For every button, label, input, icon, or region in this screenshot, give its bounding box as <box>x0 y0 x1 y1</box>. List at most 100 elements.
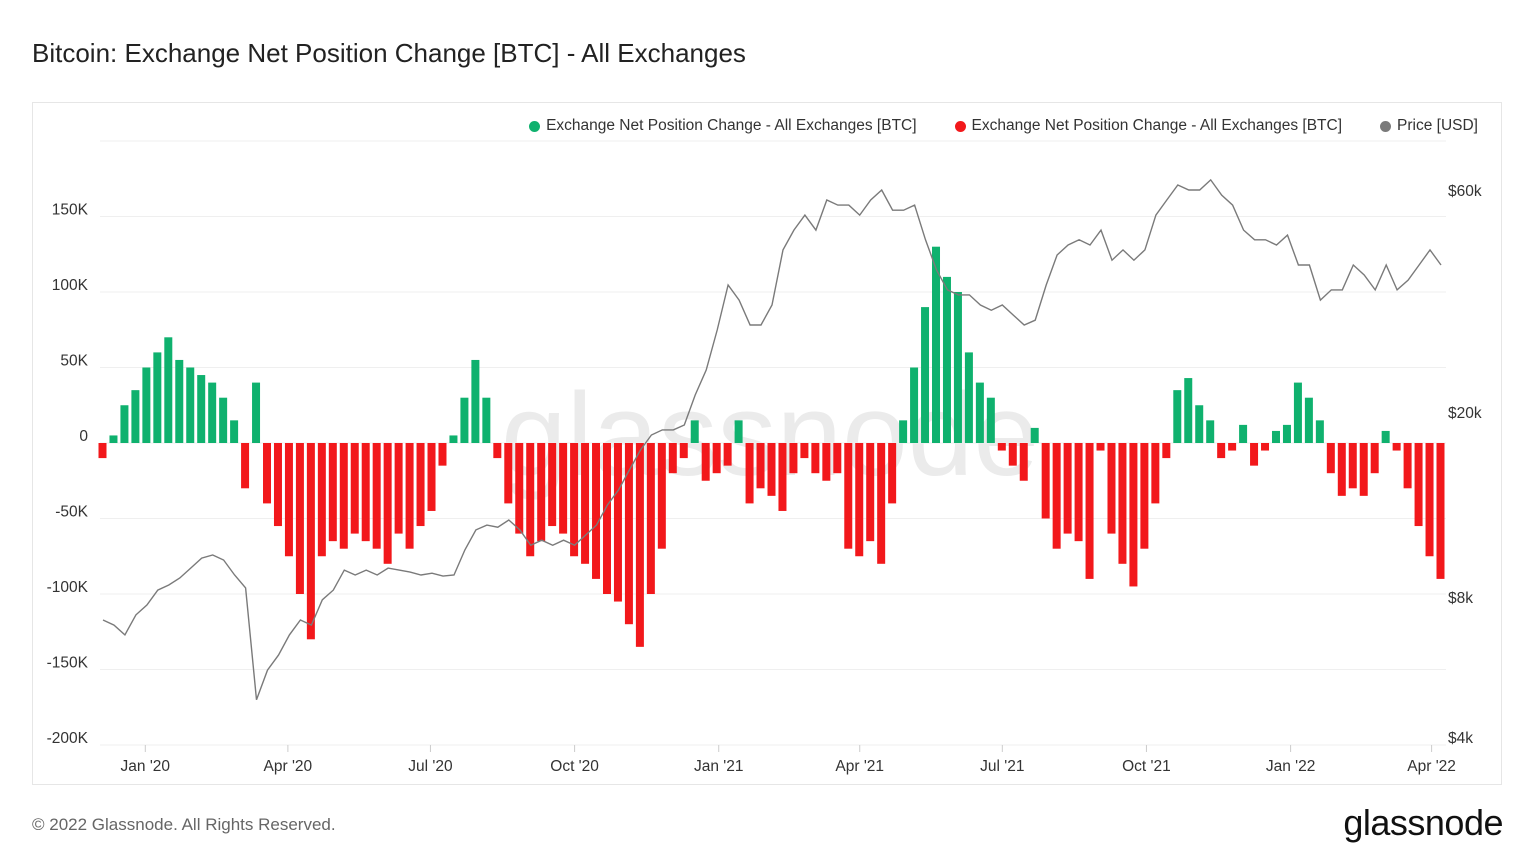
bar-positive <box>1030 427 1039 443</box>
bar-negative <box>306 443 315 640</box>
bar-negative <box>526 443 535 557</box>
bar-positive <box>1315 420 1324 443</box>
bar-negative <box>493 443 502 459</box>
bar-negative <box>1074 443 1083 542</box>
y-tick-label: -100K <box>47 579 89 596</box>
bar-negative <box>657 443 666 549</box>
chart-frame <box>32 102 1502 785</box>
bar-positive <box>932 246 941 443</box>
bar-negative <box>767 443 776 496</box>
bar-positive <box>449 435 458 443</box>
bar-negative <box>1008 443 1017 466</box>
bar-negative <box>284 443 293 557</box>
bar-positive <box>1206 420 1215 443</box>
bar-positive <box>734 420 743 443</box>
bar-negative <box>1096 443 1105 451</box>
bar-negative <box>877 443 886 564</box>
bar-negative <box>1162 443 1171 459</box>
bar-positive <box>164 337 173 443</box>
bar-positive <box>219 397 228 443</box>
bar-positive <box>1184 378 1193 443</box>
bar-positive <box>690 420 699 443</box>
bar-negative <box>548 443 557 527</box>
bar-negative <box>438 443 447 466</box>
bar-positive <box>921 307 930 443</box>
bar-positive <box>482 397 491 443</box>
bar-positive <box>953 292 962 443</box>
bar-negative <box>581 443 590 564</box>
bar-negative <box>1337 443 1346 496</box>
bar-negative <box>372 443 381 549</box>
bar-positive <box>131 390 140 443</box>
bar-negative <box>624 443 633 625</box>
legend-item-price[interactable]: Price [USD] <box>1380 117 1478 135</box>
bar-negative <box>1041 443 1050 519</box>
bar-negative <box>98 443 107 459</box>
bar-positive <box>142 367 151 443</box>
x-tick-label: Jul '20 <box>408 758 453 775</box>
bar-positive <box>208 382 217 443</box>
bar-negative <box>1348 443 1357 489</box>
legend-item-outflow[interactable]: Exchange Net Position Change - All Excha… <box>954 117 1343 135</box>
legend-dot-red-icon <box>954 120 966 132</box>
bar-negative <box>295 443 304 594</box>
legend-dot-grey-icon <box>1380 120 1392 132</box>
y-tick-label: -200K <box>47 730 89 747</box>
bar-negative <box>1403 443 1412 489</box>
x-tick-label: Apr '22 <box>1407 758 1456 775</box>
bar-negative <box>635 443 644 647</box>
bar-negative <box>1414 443 1423 527</box>
bar-positive <box>471 359 480 443</box>
bar-positive <box>942 276 951 443</box>
bar-negative <box>1151 443 1160 504</box>
bar-positive <box>1173 390 1182 443</box>
bar-negative <box>1425 443 1434 557</box>
bar-negative <box>1261 443 1270 451</box>
glassnode-logo: glassnode <box>1343 802 1503 843</box>
bar-positive <box>197 375 206 443</box>
y-tick-label: 50K <box>60 353 88 370</box>
bar-positive <box>109 435 118 443</box>
bar-negative <box>833 443 842 474</box>
bar-positive <box>986 397 995 443</box>
bar-negative <box>504 443 513 504</box>
bar-negative <box>1118 443 1127 564</box>
y2-tick-label: $60k <box>1448 183 1482 200</box>
bar-negative <box>1129 443 1138 587</box>
legend-label: Exchange Net Position Change - All Excha… <box>971 117 1343 134</box>
bar-negative <box>745 443 754 504</box>
bar-negative <box>1140 443 1149 549</box>
x-tick-label: Jan '20 <box>121 758 171 775</box>
bar-positive <box>1195 405 1204 443</box>
bar-negative <box>339 443 348 549</box>
bar-negative <box>1228 443 1237 451</box>
bar-positive <box>186 367 195 443</box>
bar-negative <box>515 443 524 534</box>
bar-negative <box>613 443 622 602</box>
bar-positive <box>1381 430 1390 443</box>
y2-tick-label: $4k <box>1448 730 1473 747</box>
y-tick-label: 150K <box>52 202 89 219</box>
legend-item-inflow[interactable]: Exchange Net Position Change - All Excha… <box>529 117 917 135</box>
bar-negative <box>1436 443 1445 579</box>
bar-positive <box>175 359 184 443</box>
x-tick-label: Apr '21 <box>835 758 884 775</box>
bar-negative <box>1217 443 1226 459</box>
bar-negative <box>273 443 282 527</box>
x-tick-label: Jan '21 <box>694 758 744 775</box>
bar-negative <box>789 443 798 474</box>
bar-negative <box>1052 443 1061 549</box>
bar-negative <box>383 443 392 564</box>
bar-positive <box>975 382 984 443</box>
bar-negative <box>317 443 326 557</box>
bar-negative <box>570 443 579 557</box>
bar-positive <box>964 352 973 443</box>
bar-positive <box>910 367 919 443</box>
bar-negative <box>997 443 1006 451</box>
bar-negative <box>800 443 809 459</box>
bar-positive <box>1239 424 1248 443</box>
legend: Exchange Net Position Change - All Excha… <box>529 117 1478 135</box>
bar-negative <box>646 443 655 594</box>
bar-negative <box>361 443 370 542</box>
